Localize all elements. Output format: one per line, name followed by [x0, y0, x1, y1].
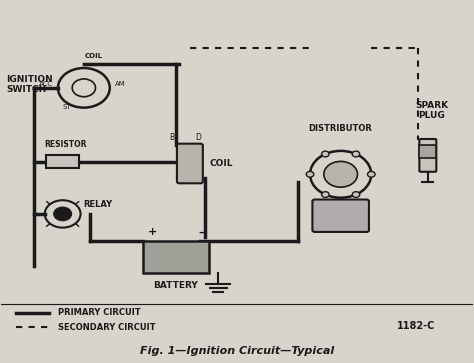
Circle shape	[352, 151, 360, 157]
Text: RELAY: RELAY	[83, 200, 112, 208]
Text: D: D	[195, 133, 201, 142]
Text: BATTERY: BATTERY	[154, 281, 198, 290]
Text: SPARK
PLUG: SPARK PLUG	[415, 101, 448, 120]
FancyBboxPatch shape	[143, 241, 209, 273]
Circle shape	[306, 171, 314, 177]
Text: B: B	[170, 133, 175, 142]
FancyBboxPatch shape	[419, 139, 437, 172]
Text: ST: ST	[63, 104, 71, 110]
Circle shape	[367, 171, 375, 177]
Text: COIL: COIL	[84, 53, 102, 59]
Text: –: –	[199, 227, 204, 237]
Text: +: +	[147, 227, 157, 237]
Text: AM: AM	[115, 81, 125, 87]
Text: PRIMARY CIRCUIT: PRIMARY CIRCUIT	[58, 309, 141, 318]
FancyBboxPatch shape	[46, 155, 79, 168]
Text: SECONDARY CIRCUIT: SECONDARY CIRCUIT	[58, 323, 155, 332]
Text: Fig. 1—Ignition Circuit—Typical: Fig. 1—Ignition Circuit—Typical	[140, 346, 334, 356]
Circle shape	[321, 151, 329, 157]
Text: IGNITION
SWITCH: IGNITION SWITCH	[6, 74, 53, 94]
Circle shape	[352, 192, 360, 197]
Text: COIL: COIL	[210, 159, 233, 168]
Text: DISTRIBUTOR: DISTRIBUTOR	[309, 124, 373, 133]
Circle shape	[321, 192, 329, 197]
FancyBboxPatch shape	[312, 200, 369, 232]
Circle shape	[54, 207, 72, 221]
Text: ACC: ACC	[39, 81, 53, 87]
Text: 1182-C: 1182-C	[397, 321, 435, 331]
FancyBboxPatch shape	[177, 144, 203, 183]
Text: RESISTOR: RESISTOR	[44, 140, 86, 149]
FancyBboxPatch shape	[419, 146, 437, 158]
Circle shape	[324, 162, 357, 187]
